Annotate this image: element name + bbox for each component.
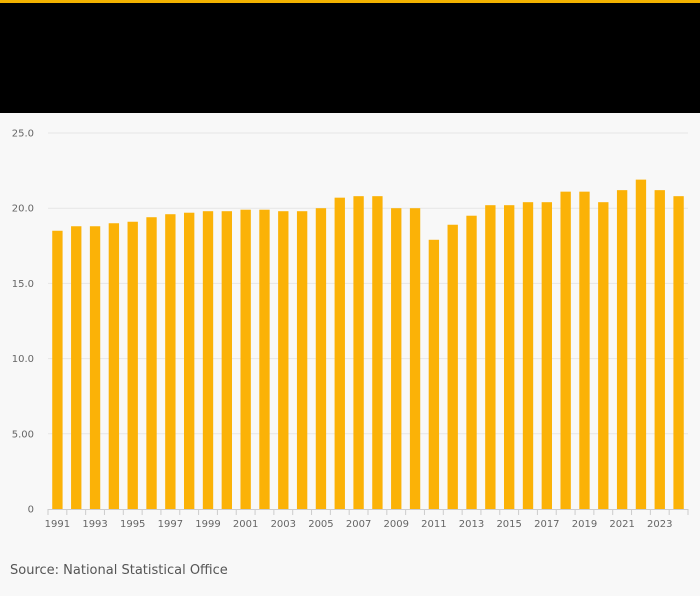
bar	[635, 179, 647, 509]
bar	[372, 196, 383, 509]
bar	[598, 202, 609, 509]
bar	[296, 211, 308, 509]
bar	[52, 230, 63, 509]
bar	[616, 190, 628, 509]
bar	[278, 211, 289, 509]
y-tick-label: 15.0	[12, 279, 34, 290]
y-tick-label: 0	[28, 505, 34, 516]
bar	[127, 221, 138, 509]
bar	[108, 223, 120, 509]
bar	[315, 208, 327, 509]
y-tick-label: 25.0	[12, 129, 34, 140]
x-tick-label: 2017	[534, 519, 559, 530]
bars	[52, 179, 684, 510]
x-tick-label: 2001	[233, 519, 258, 530]
bar	[447, 224, 458, 509]
bar	[391, 208, 402, 509]
x-tick-label: 1993	[82, 519, 107, 530]
bar	[240, 209, 251, 509]
bar	[184, 212, 195, 509]
x-tick-label: 1991	[45, 519, 70, 530]
bar	[654, 190, 665, 509]
source-note: Source: National Statistical Office	[10, 563, 228, 578]
x-tick-label: 2015	[496, 519, 521, 530]
bar	[504, 205, 515, 509]
x-tick-label: 2007	[346, 519, 371, 530]
y-axis: 0 5.00 10.0 15.0 20.0 25.0	[12, 129, 34, 516]
x-tick-labels: 1991 1993 1995 1997 1999 2001 2003 2005 2007 2009…	[45, 519, 673, 530]
x-tick-label: 1999	[195, 519, 220, 530]
y-tick-label: 10.0	[12, 354, 34, 365]
bar	[202, 211, 214, 509]
x-tick-label: 2019	[572, 519, 597, 530]
grid-lines	[48, 132, 688, 435]
y-tick-label: 5.00	[12, 429, 34, 440]
bar	[409, 208, 421, 509]
x-tick-label: 1997	[158, 519, 183, 530]
header-band	[0, 0, 700, 113]
x-tick-label: 2023	[647, 519, 672, 530]
bar	[334, 197, 345, 509]
x-tick-label: 2003	[271, 519, 296, 530]
y-tick-label: 20.0	[12, 204, 34, 215]
x-tick-label: 1995	[120, 519, 145, 530]
bar	[353, 196, 364, 509]
bar	[485, 205, 496, 509]
x-tick-label: 2021	[609, 519, 634, 530]
x-tick-label: 2011	[421, 519, 446, 530]
x-tick-label: 2005	[308, 519, 333, 530]
bar	[560, 191, 571, 509]
bar	[221, 211, 232, 509]
bar	[522, 202, 534, 509]
bar	[146, 217, 157, 509]
bar	[428, 239, 440, 509]
bar	[579, 191, 590, 509]
chart: 0 5.00 10.0 15.0 20.0 25.0 1991 1993 1995 1997 19…	[0, 113, 700, 553]
bar	[673, 196, 684, 509]
x-axis	[47, 509, 689, 515]
bar	[259, 209, 270, 509]
bar	[89, 226, 101, 510]
bar	[466, 215, 477, 509]
x-tick-label: 2009	[384, 519, 409, 530]
bar	[71, 226, 82, 510]
x-tick-label: 2013	[459, 519, 484, 530]
bar	[541, 202, 552, 509]
bar	[165, 214, 176, 509]
